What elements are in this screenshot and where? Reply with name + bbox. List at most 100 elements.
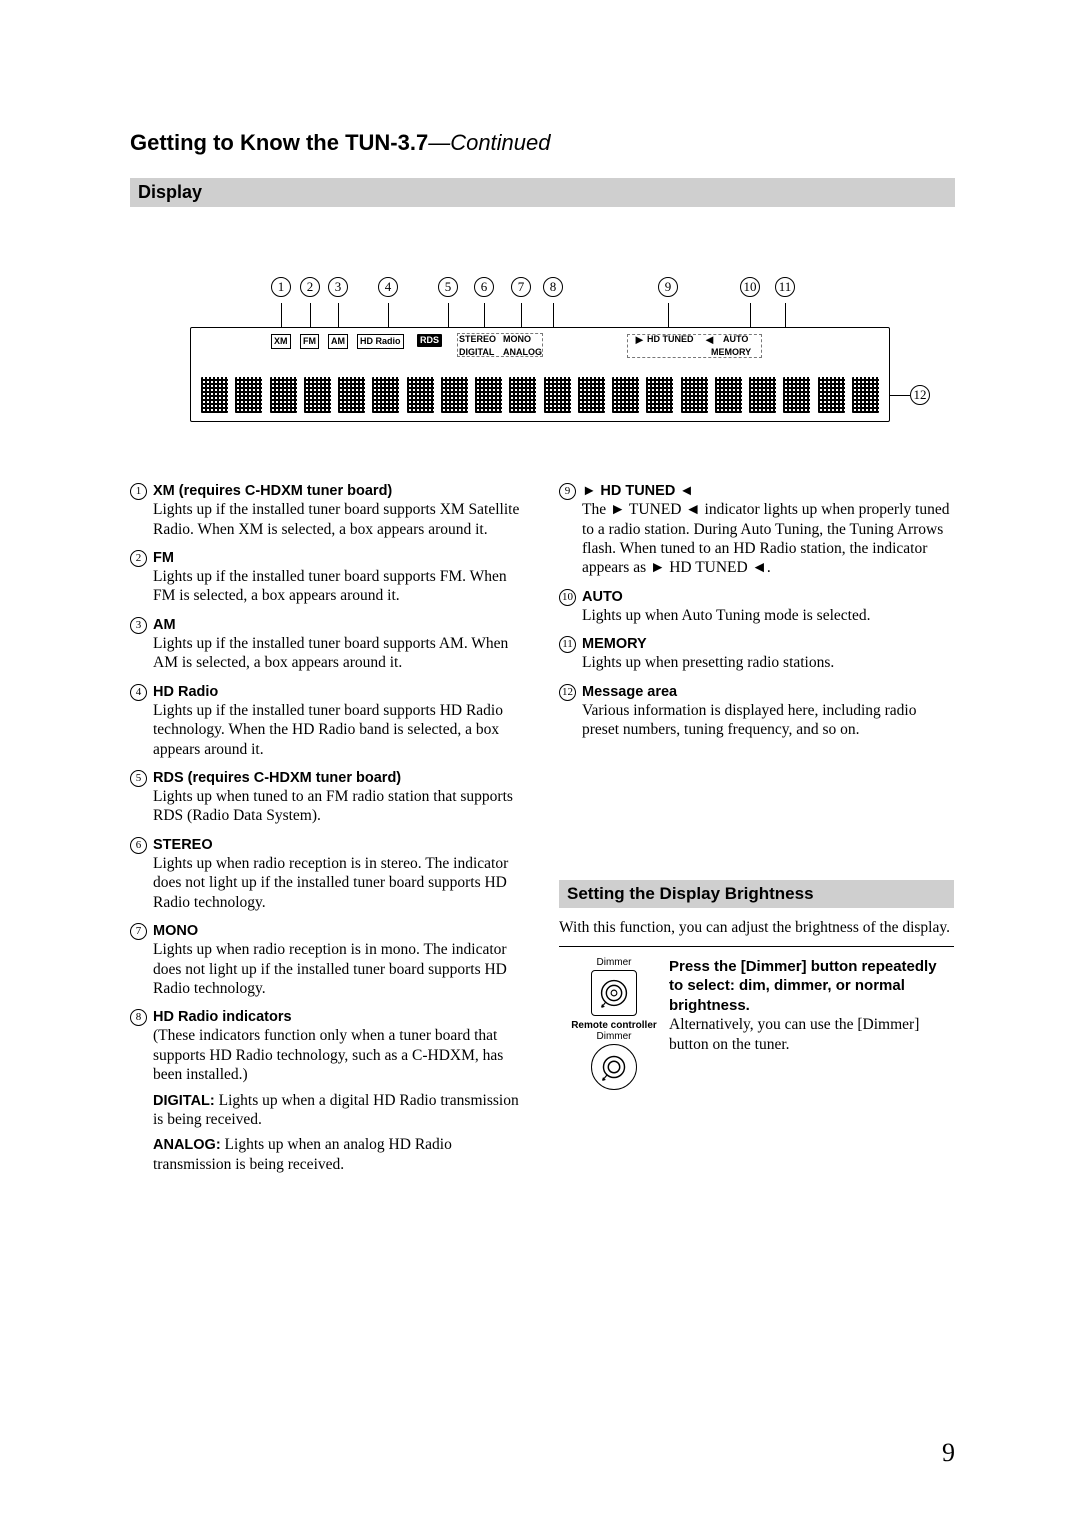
item-head: AUTO [582, 588, 954, 606]
page-title: Getting to Know the TUN-3.7—Continued [130, 130, 955, 156]
item-number: 6 [130, 837, 147, 854]
dimmer-icon [591, 970, 637, 1016]
item-body: Message areaVarious information is displ… [582, 683, 954, 740]
char-cell [441, 377, 468, 413]
char-cell [681, 377, 708, 413]
item-subpara: DIGITAL: Lights up when a digital HD Rad… [153, 1091, 525, 1130]
item-body: HD RadioLights up if the installed tuner… [153, 683, 525, 759]
dimmer-instruction-head: Press the [Dimmer] button repeatedly to … [669, 957, 954, 1016]
callout-line [338, 303, 339, 327]
ind-box-stereo-group [457, 333, 543, 357]
display-heading: Display [130, 178, 955, 207]
item-subpara: ANALOG: Lights up when an analog HD Radi… [153, 1135, 525, 1174]
item-body: HD Radio indicators(These indicators fun… [153, 1008, 525, 1174]
item-body: XM (requires C-HDXM tuner board)Lights u… [153, 482, 525, 539]
ind-fm: FM [300, 334, 319, 349]
item-head: MONO [153, 922, 525, 940]
callout-number-row: 123 4 5678 9 10 11 [190, 277, 890, 299]
dimmer-instruction-alt: Alternatively, you can use the [Dimmer] … [669, 1015, 954, 1055]
char-cell [818, 377, 845, 413]
char-cell [578, 377, 605, 413]
divider [559, 946, 954, 947]
indicator-row: XM FM AM HD Radio RDS STEREO MONO DIGITA… [271, 334, 879, 360]
item-head: Message area [582, 683, 954, 701]
list-item: 1 XM (requires C-HDXM tuner board)Lights … [130, 482, 525, 539]
item-text: Lights up when Auto Tuning mode is selec… [582, 607, 870, 624]
ind-hdtuned: HD TUNED [647, 334, 694, 345]
item-text: Lights up when presetting radio stations… [582, 654, 834, 671]
callout-1: 1 [271, 277, 291, 297]
two-column-body: 1XM (requires C-HDXM tuner board)Lights … [130, 482, 955, 1184]
item-number: 4 [130, 684, 147, 701]
callout-12: 12 [910, 385, 930, 405]
list-item: 4 HD RadioLights up if the installed tune… [130, 683, 525, 759]
item-text: Lights up if the installed tuner board s… [153, 568, 507, 604]
item-number: 9 [559, 483, 576, 500]
ind-am: AM [328, 334, 348, 349]
item-body: MONOLights up when radio reception is in… [153, 922, 525, 998]
char-cell [852, 377, 879, 413]
item-head: RDS (requires C-HDXM tuner board) [153, 769, 525, 787]
dimmer-label-top: Dimmer [559, 957, 669, 968]
callout-line [484, 303, 485, 327]
item-head: AM [153, 616, 525, 634]
char-cell [646, 377, 673, 413]
item-head: HD Radio [153, 683, 525, 701]
item-body: STEREOLights up when radio reception is … [153, 836, 525, 912]
list-item: 10 AUTOLights up when Auto Tuning mode is… [559, 588, 954, 626]
item-head: MEMORY [582, 635, 954, 653]
item-number: 11 [559, 636, 576, 653]
char-cell [372, 377, 399, 413]
callout-3: 3 [328, 277, 348, 297]
callout-line [785, 303, 786, 327]
item-body: RDS (requires C-HDXM tuner board)Lights … [153, 769, 525, 826]
callout-line [310, 303, 311, 327]
char-cell [235, 377, 262, 413]
char-cell [612, 377, 639, 413]
lcd-frame: XM FM AM HD Radio RDS STEREO MONO DIGITA… [190, 327, 890, 422]
list-item: 2FMLights up if the installed tuner boar… [130, 549, 525, 606]
item-number: 8 [130, 1009, 147, 1026]
list-item: 7MONOLights up when radio reception is i… [130, 922, 525, 998]
char-cell [338, 377, 365, 413]
callout-11: 11 [775, 277, 795, 297]
char-cell [270, 377, 297, 413]
list-item: 9► HD TUNED ◄The ► TUNED ◄ indicator lig… [559, 482, 954, 578]
char-cell [201, 377, 228, 413]
callout-6: 6 [474, 277, 494, 297]
brightness-heading: Setting the Display Brightness [559, 880, 954, 908]
item-head: FM [153, 549, 525, 567]
ind-rds: RDS [417, 334, 442, 347]
remote-controller-label: Remote controller [559, 1020, 669, 1031]
callout-10: 10 [740, 277, 760, 297]
dimmer-left: Dimmer Remote controller Dimmer [559, 957, 669, 1094]
callout-2: 2 [300, 277, 320, 297]
char-cell [509, 377, 536, 413]
item-number: 10 [559, 589, 576, 606]
item-text: Lights up if the installed tuner board s… [153, 635, 508, 671]
callout-line [448, 303, 449, 327]
page-number: 9 [942, 1438, 955, 1468]
callout-line [388, 303, 389, 327]
item-head: XM (requires C-HDXM tuner board) [153, 482, 525, 500]
callout-line [553, 303, 554, 327]
ind-xm: XM [271, 334, 291, 349]
item-text: The ► TUNED ◄ indicator lights up when p… [582, 501, 949, 576]
list-item: 11 MEMORYLights up when presetting radio … [559, 635, 954, 673]
list-item: 5 RDS (requires C-HDXM tuner board)Lights… [130, 769, 525, 826]
callout-line [750, 303, 751, 327]
item-number: 5 [130, 770, 147, 787]
item-number: 1 [130, 483, 147, 500]
callout-9: 9 [658, 277, 678, 297]
callout-8: 8 [543, 277, 563, 297]
callout-4: 4 [378, 277, 398, 297]
callout-5: 5 [438, 277, 458, 297]
dimmer-block: Dimmer Remote controller Dimmer Press th… [559, 957, 954, 1094]
item-body: AMLights up if the installed tuner board… [153, 616, 525, 673]
item-body: MEMORYLights up when presetting radio st… [582, 635, 954, 673]
char-cell [475, 377, 502, 413]
callout-7: 7 [511, 277, 531, 297]
ind-memory: MEMORY [711, 347, 751, 358]
left-column: 1XM (requires C-HDXM tuner board)Lights … [130, 482, 525, 1184]
callout-line [668, 303, 669, 327]
